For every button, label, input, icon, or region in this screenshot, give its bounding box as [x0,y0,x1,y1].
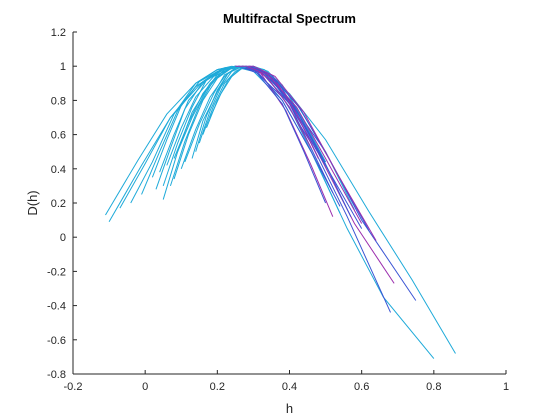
spectrum-curve-21-falling [246,65,363,224]
spectrum-curve-22-rising [173,65,250,159]
x-tick-label: -0.2 [64,381,83,393]
x-tick-label: 0 [142,381,148,393]
y-tick-label: -0.2 [47,266,66,278]
spectrum-curve-19-rising [151,65,236,178]
y-tick-label: 0.8 [51,95,66,107]
x-axis-title: h [286,401,293,416]
series-layer [105,65,456,359]
x-tick-label: 1 [503,381,509,393]
y-tick-label: 1.2 [51,27,66,39]
spectrum-curve-15-rising [198,65,243,144]
spectrum-curve-19-falling [235,65,341,207]
spectrum-curve-13-rising [191,65,240,159]
y-tick-label: -0.6 [47,335,66,347]
y-tick-label: -0.4 [47,301,66,313]
x-tick-label: 0.6 [354,381,369,393]
y-axis-title: D(h) [25,190,40,215]
spectrum-curve-6-rising [155,65,240,190]
x-tick-label: 0.8 [426,381,441,393]
y-tick-label: 0.4 [51,164,66,176]
axes-layer: -0.2 0 0.2 0.4 0.6 0.8 1 -0.8 -0.6 -0.4 -0.2 0 0.2 0.… [47,27,509,393]
spectrum-curve-23-rising [177,65,236,152]
spectrum-curve-23-falling [235,65,377,241]
y-tick-label: 0.6 [51,130,66,142]
spectrum-curve-8-falling [238,65,327,204]
chart-title: Multifractal Spectrum [223,11,356,26]
y-tick-label: 0 [60,232,66,244]
x-tick-label: 0.4 [282,381,297,393]
y-tick-label: -0.8 [47,369,66,381]
plot-area [73,32,506,374]
x-tick-label: 0.2 [210,381,225,393]
y-tick-label: 1 [60,61,66,73]
spectrum-curve-20-rising [159,65,243,173]
y-tick-label: 0.2 [51,198,66,210]
